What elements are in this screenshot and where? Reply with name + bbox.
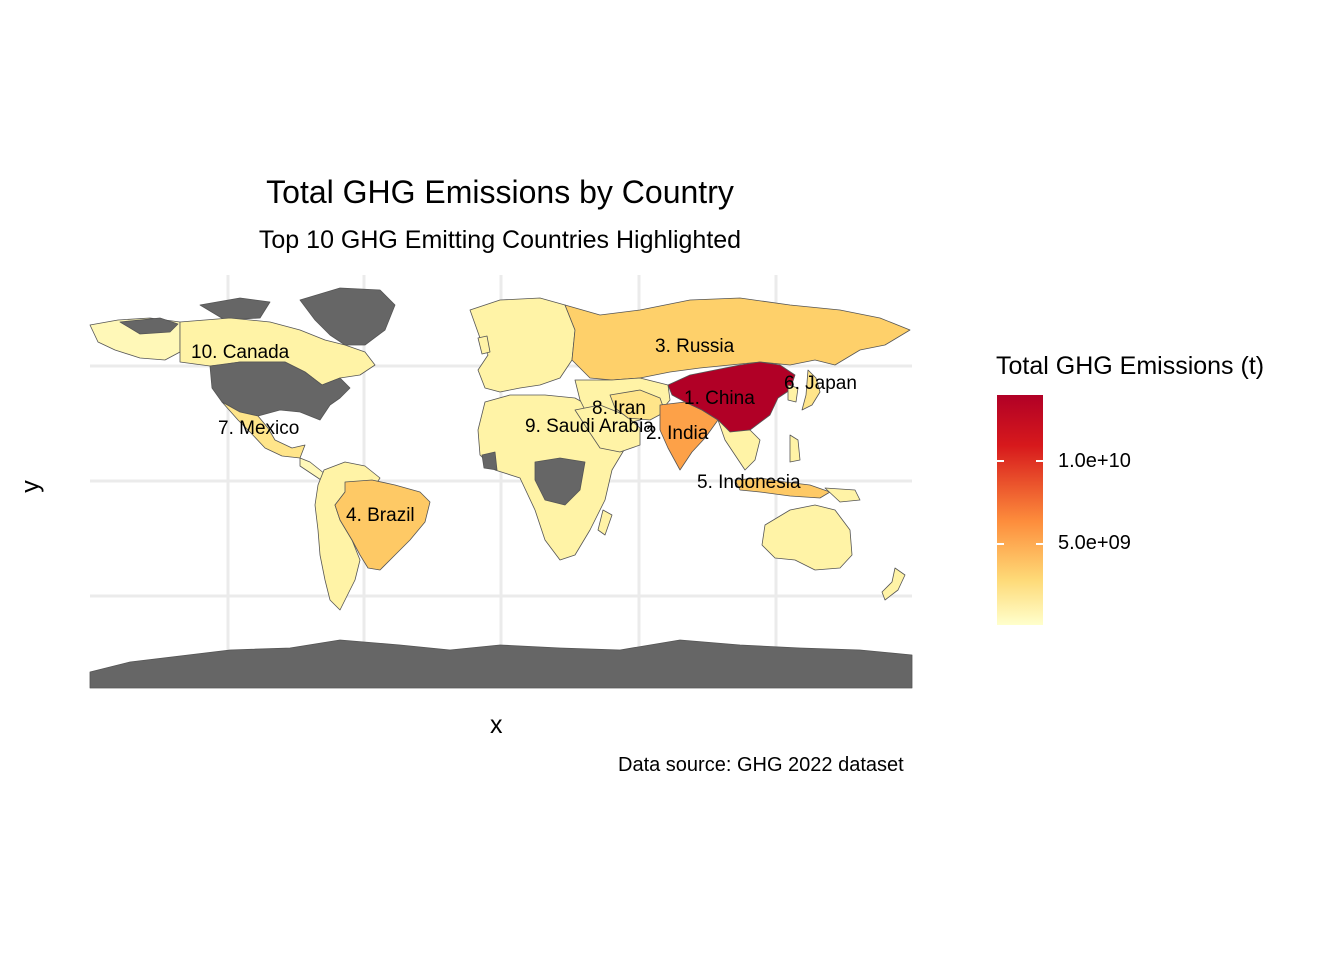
country-brazil bbox=[334, 479, 431, 571]
country-philippines bbox=[789, 434, 801, 463]
country-japan bbox=[801, 369, 821, 411]
x-axis-label: x bbox=[490, 711, 503, 739]
label-china: 1. China bbox=[684, 388, 755, 409]
country-western-sahara bbox=[481, 451, 498, 471]
legend-tick bbox=[997, 543, 1004, 545]
country-iran bbox=[609, 389, 666, 421]
label-russia: 3. Russia bbox=[655, 336, 735, 357]
label-india: 2. India bbox=[646, 423, 709, 444]
label-japan: 6. Japan bbox=[784, 373, 857, 394]
data-source-caption: Data source: GHG 2022 dataset bbox=[618, 754, 904, 776]
country-south-america bbox=[314, 461, 381, 611]
label-canada: 10. Canada bbox=[191, 342, 290, 363]
country-dr-congo bbox=[534, 457, 586, 506]
label-mexico: 7. Mexico bbox=[218, 418, 299, 439]
map-labels: 1. China 2. India 3. Russia 4. Brazil 5.… bbox=[191, 336, 857, 526]
country-papua bbox=[824, 487, 861, 503]
legend-tick bbox=[1036, 543, 1043, 545]
country-se-asia bbox=[717, 419, 761, 471]
legend-title: Total GHG Emissions (t) bbox=[996, 352, 1265, 380]
label-saudi-arabia: 9. Saudi Arabia bbox=[525, 416, 654, 437]
chart-title: Total GHG Emissions by Country bbox=[266, 174, 734, 210]
label-brazil: 4. Brazil bbox=[346, 505, 415, 526]
label-indonesia: 5. Indonesia bbox=[697, 472, 801, 493]
legend-tick bbox=[1036, 460, 1043, 462]
country-new-zealand bbox=[881, 567, 906, 601]
country-korea bbox=[787, 384, 799, 403]
country-antarctica bbox=[89, 639, 913, 689]
legend-label-high: 1.0e+10 bbox=[1058, 450, 1131, 472]
country-china bbox=[667, 361, 796, 433]
country-mexico bbox=[221, 401, 306, 459]
country-uk bbox=[477, 335, 491, 355]
y-axis-label: y bbox=[16, 480, 45, 493]
legend-label-mid: 5.0e+09 bbox=[1058, 532, 1131, 554]
country-madagascar bbox=[597, 509, 613, 536]
chart-subtitle: Top 10 GHG Emitting Countries Highlighte… bbox=[258, 226, 742, 254]
country-australia bbox=[761, 504, 853, 571]
country-indonesia bbox=[734, 477, 831, 499]
country-saudi-arabia bbox=[574, 404, 641, 453]
country-greenland bbox=[299, 287, 396, 346]
country-canada-islands bbox=[119, 297, 271, 335]
label-iran: 8. Iran bbox=[592, 398, 646, 419]
legend-tick bbox=[997, 460, 1004, 462]
country-europe bbox=[469, 297, 576, 393]
legend-color-bar bbox=[997, 395, 1043, 625]
